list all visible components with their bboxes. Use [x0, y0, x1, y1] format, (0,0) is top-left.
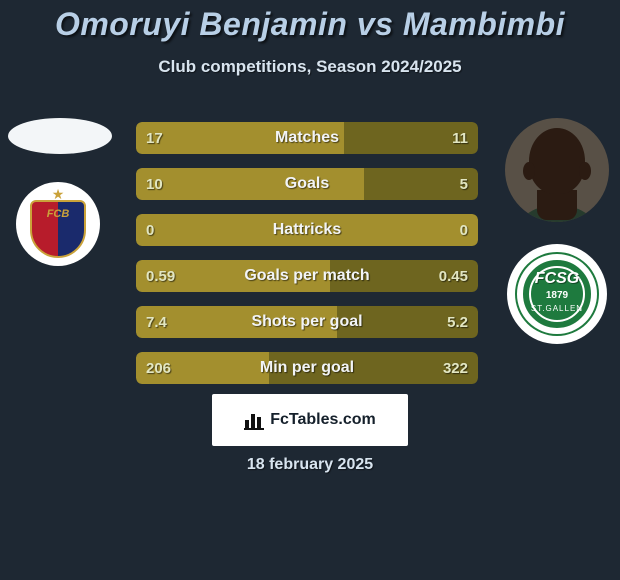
page-subtitle: Club competitions, Season 2024/2025: [0, 57, 620, 77]
date-text: 18 february 2025: [0, 456, 620, 474]
stat-left-value: 7.4: [136, 306, 177, 338]
stat-right-value: 0.45: [429, 260, 478, 292]
stat-row: 1711Matches: [136, 122, 478, 154]
brand-tag: FcTables.com: [212, 394, 408, 446]
page-title: Omoruyi Benjamin vs Mambimbi: [0, 6, 620, 43]
stat-row: 7.45.2Shots per goal: [136, 306, 478, 338]
stat-right-value: 5: [450, 168, 478, 200]
right-player-column: FCSG 1879 ST.GALLEN: [502, 118, 612, 344]
stat-left-value: 0.59: [136, 260, 185, 292]
brand-logo-icon: [244, 410, 264, 430]
stat-left-value: 17: [136, 122, 173, 154]
right-club-badge-icon: FCSG 1879 ST.GALLEN: [507, 244, 607, 344]
stat-row: 0.590.45Goals per match: [136, 260, 478, 292]
stat-left-value: 206: [136, 352, 181, 384]
left-player-column: ★: [8, 118, 108, 266]
stat-right-value: 5.2: [437, 306, 478, 338]
left-club-badge-icon: ★: [16, 182, 100, 266]
brand-text: FcTables.com: [270, 411, 376, 429]
left-player-avatar-placeholder: [8, 118, 112, 154]
comparison-bars: 1711Matches105Goals00Hattricks0.590.45Go…: [136, 122, 478, 398]
stat-row: 105Goals: [136, 168, 478, 200]
stat-right-value: 322: [433, 352, 478, 384]
stat-left-value: 0: [136, 214, 164, 246]
stat-left-value: 10: [136, 168, 173, 200]
right-player-avatar: [505, 118, 609, 222]
stat-row: 206322Min per goal: [136, 352, 478, 384]
stat-row: 00Hattricks: [136, 214, 478, 246]
stat-right-value: 11: [442, 122, 478, 154]
stat-right-value: 0: [450, 214, 478, 246]
